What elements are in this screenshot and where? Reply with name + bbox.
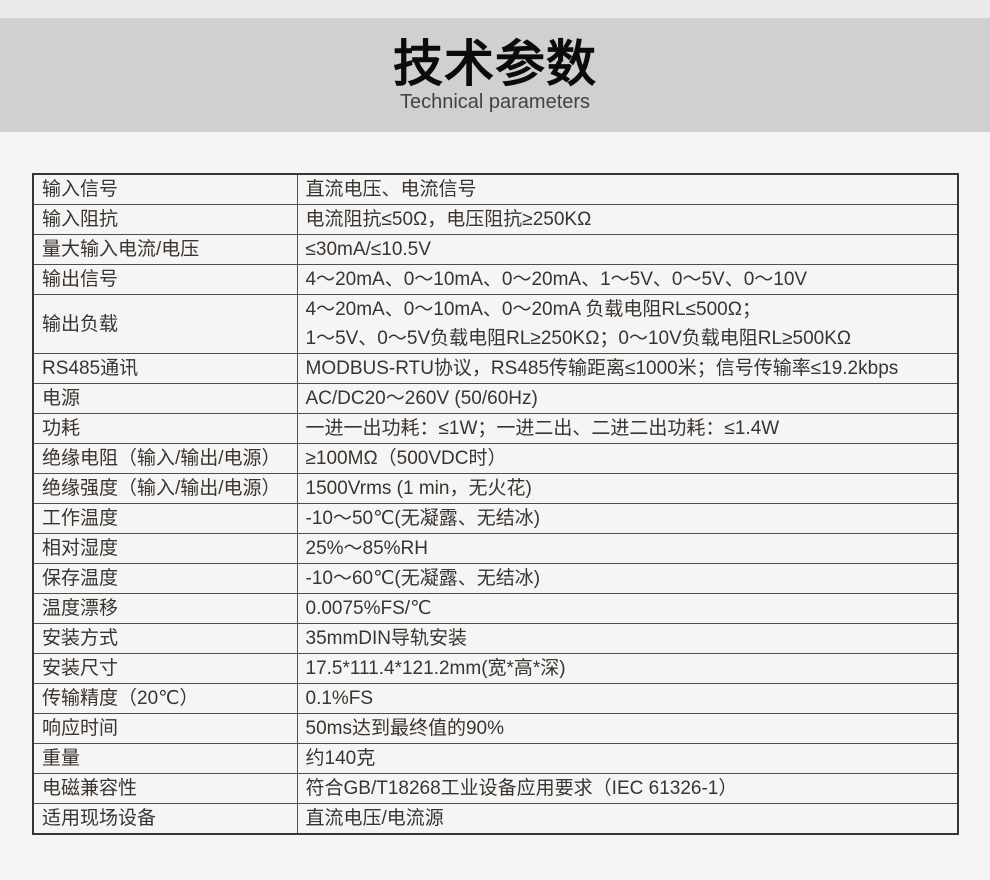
param-value: 25%～85%RH bbox=[296, 533, 959, 564]
param-value: 符合GB/T18268工业设备应用要求（IEC 61326-1） bbox=[296, 773, 959, 804]
table-row: 安装方式 35mmDIN导轨安装 bbox=[32, 623, 959, 654]
param-label: 输入信号 bbox=[32, 173, 298, 205]
param-value: 0.0075%FS/℃ bbox=[296, 593, 959, 624]
table-row: 保存温度 -10～60℃(无凝露、无结冰) bbox=[32, 563, 959, 594]
param-value-line: ≥100MΩ（500VDC时） bbox=[305, 448, 507, 469]
table-row: RS485通讯 MODBUS-RTU协议，RS485传输距离≤1000米；信号传输… bbox=[32, 353, 959, 384]
table-row: 输出负载 4～20mA、0～10mA、0～20mA 负载电阻RL≤500Ω； 1～5… bbox=[32, 294, 959, 354]
top-strip bbox=[0, 0, 990, 18]
table-row: 绝缘强度（输入/输出/电源） 1500Vrms (1 min，无火花) bbox=[32, 473, 959, 504]
param-value-line: ≤30mA/≤10.5V bbox=[305, 239, 431, 260]
table-row: 安装尺寸 17.5*111.4*121.2mm(宽*高*深) bbox=[32, 653, 959, 684]
param-value: 4～20mA、0～10mA、0～20mA、1～5V、0～5V、0～10V bbox=[296, 264, 959, 295]
table-row: 电磁兼容性 符合GB/T18268工业设备应用要求（IEC 61326-1） bbox=[32, 773, 959, 804]
param-value-line: 约140克 bbox=[305, 748, 376, 769]
table-row: 量大输入电流/电压 ≤30mA/≤10.5V bbox=[32, 234, 959, 265]
param-value-line: 一进一出功耗：≤1W；一进二出、二进二出功耗：≤1.4W bbox=[305, 418, 780, 439]
param-label: 响应时间 bbox=[32, 713, 298, 744]
spec-table-body: 输入信号 直流电压、电流信号 输入阻抗 电流阻抗≤50Ω，电压阻抗≥250KΩ 量大输入… bbox=[32, 173, 959, 835]
param-value-line: 4～20mA、0～10mA、0～20mA 负载电阻RL≤500Ω； bbox=[305, 299, 761, 320]
param-label: 适用现场设备 bbox=[32, 803, 298, 835]
param-label: 量大输入电流/电压 bbox=[32, 234, 298, 265]
table-row: 输出信号 4～20mA、0～10mA、0～20mA、1～5V、0～5V、0～10V bbox=[32, 264, 959, 295]
title-band: 技术参数 Technical parameters bbox=[0, 18, 990, 132]
table-row: 工作温度 -10～50℃(无凝露、无结冰) bbox=[32, 503, 959, 534]
param-value-line: -10～50℃(无凝露、无结冰) bbox=[305, 508, 541, 529]
param-value-line: 符合GB/T18268工业设备应用要求（IEC 61326-1） bbox=[305, 778, 738, 799]
table-row: 功耗 一进一出功耗：≤1W；一进二出、二进二出功耗：≤1.4W bbox=[32, 413, 959, 444]
param-label: 电源 bbox=[32, 383, 298, 414]
param-value-line: 直流电压/电流源 bbox=[305, 808, 444, 829]
param-value: ≥100MΩ（500VDC时） bbox=[296, 443, 959, 474]
param-value-line: 1500Vrms (1 min，无火花) bbox=[305, 478, 532, 499]
table-row: 相对湿度 25%～85%RH bbox=[32, 533, 959, 564]
param-value: 1500Vrms (1 min，无火花) bbox=[296, 473, 959, 504]
param-value: 0.1%FS bbox=[296, 683, 959, 714]
table-row: 绝缘电阻（输入/输出/电源） ≥100MΩ（500VDC时） bbox=[32, 443, 959, 474]
page-subtitle: Technical parameters bbox=[399, 91, 591, 113]
param-label: 输出负载 bbox=[32, 294, 298, 354]
param-label: 功耗 bbox=[32, 413, 298, 444]
param-label: 传输精度（20℃） bbox=[32, 683, 298, 714]
table-row: 温度漂移 0.0075%FS/℃ bbox=[32, 593, 959, 624]
param-value-line: 4～20mA、0～10mA、0～20mA、1～5V、0～5V、0～10V bbox=[305, 269, 808, 290]
table-row: 电源 AC/DC20～260V (50/60Hz) bbox=[32, 383, 959, 414]
param-value: 一进一出功耗：≤1W；一进二出、二进二出功耗：≤1.4W bbox=[296, 413, 959, 444]
param-value-line: 50ms达到最终值的90% bbox=[305, 718, 505, 739]
param-value-line: AC/DC20～260V (50/60Hz) bbox=[305, 388, 538, 409]
param-value: 50ms达到最终值的90% bbox=[296, 713, 959, 744]
param-label: 输出信号 bbox=[32, 264, 298, 295]
param-label: 重量 bbox=[32, 743, 298, 774]
param-label: 安装方式 bbox=[32, 623, 298, 654]
spec-table: 输入信号 直流电压、电流信号 输入阻抗 电流阻抗≤50Ω，电压阻抗≥250KΩ 量大输入… bbox=[32, 173, 959, 835]
param-value: AC/DC20～260V (50/60Hz) bbox=[296, 383, 959, 414]
param-value-line: -10～60℃(无凝露、无结冰) bbox=[305, 568, 541, 589]
param-label: 绝缘电阻（输入/输出/电源） bbox=[32, 443, 298, 474]
table-row: 输入阻抗 电流阻抗≤50Ω，电压阻抗≥250KΩ bbox=[32, 204, 959, 235]
param-value: 约140克 bbox=[296, 743, 959, 774]
param-value: MODBUS-RTU协议，RS485传输距离≤1000米；信号传输率≤19.2k… bbox=[296, 353, 959, 384]
param-label: 温度漂移 bbox=[32, 593, 298, 624]
param-value: 4～20mA、0～10mA、0～20mA 负载电阻RL≤500Ω； 1～5V、0～… bbox=[296, 294, 959, 354]
param-label: 保存温度 bbox=[32, 563, 298, 594]
param-value-line: 0.0075%FS/℃ bbox=[305, 598, 432, 619]
param-label: 绝缘强度（输入/输出/电源） bbox=[32, 473, 298, 504]
param-value: 直流电压/电流源 bbox=[296, 803, 959, 835]
page-title: 技术参数 bbox=[393, 36, 597, 92]
param-value: ≤30mA/≤10.5V bbox=[296, 234, 959, 265]
param-value-line: 25%～85%RH bbox=[305, 538, 429, 559]
param-value-line: MODBUS-RTU协议，RS485传输距离≤1000米；信号传输率≤19.2k… bbox=[305, 358, 899, 379]
param-value-line: 直流电压、电流信号 bbox=[305, 179, 477, 200]
param-label: 安装尺寸 bbox=[32, 653, 298, 684]
param-label: RS485通讯 bbox=[32, 353, 298, 384]
param-label: 电磁兼容性 bbox=[32, 773, 298, 804]
param-value-line: 17.5*111.4*121.2mm(宽*高*深) bbox=[305, 658, 566, 679]
param-value: 直流电压、电流信号 bbox=[296, 173, 959, 205]
param-value-line: 35mmDIN导轨安装 bbox=[305, 628, 468, 649]
param-value: -10～50℃(无凝露、无结冰) bbox=[296, 503, 959, 534]
table-row: 输入信号 直流电压、电流信号 bbox=[32, 173, 959, 205]
param-label: 相对湿度 bbox=[32, 533, 298, 564]
param-label: 输入阻抗 bbox=[32, 204, 298, 235]
param-value-line: 电流阻抗≤50Ω，电压阻抗≥250KΩ bbox=[305, 209, 592, 230]
param-value: 17.5*111.4*121.2mm(宽*高*深) bbox=[296, 653, 959, 684]
param-value-line: 0.1%FS bbox=[305, 688, 374, 709]
param-value: 35mmDIN导轨安装 bbox=[296, 623, 959, 654]
table-row: 重量 约140克 bbox=[32, 743, 959, 774]
param-value: 电流阻抗≤50Ω，电压阻抗≥250KΩ bbox=[296, 204, 959, 235]
param-label: 工作温度 bbox=[32, 503, 298, 534]
param-value: -10～60℃(无凝露、无结冰) bbox=[296, 563, 959, 594]
table-row: 适用现场设备 直流电压/电流源 bbox=[32, 803, 959, 835]
table-row: 传输精度（20℃） 0.1%FS bbox=[32, 683, 959, 714]
table-row: 响应时间 50ms达到最终值的90% bbox=[32, 713, 959, 744]
param-value-line: 1～5V、0～5V负载电阻RL≥250KΩ；0～10V负载电阻RL≥500KΩ bbox=[305, 328, 852, 349]
